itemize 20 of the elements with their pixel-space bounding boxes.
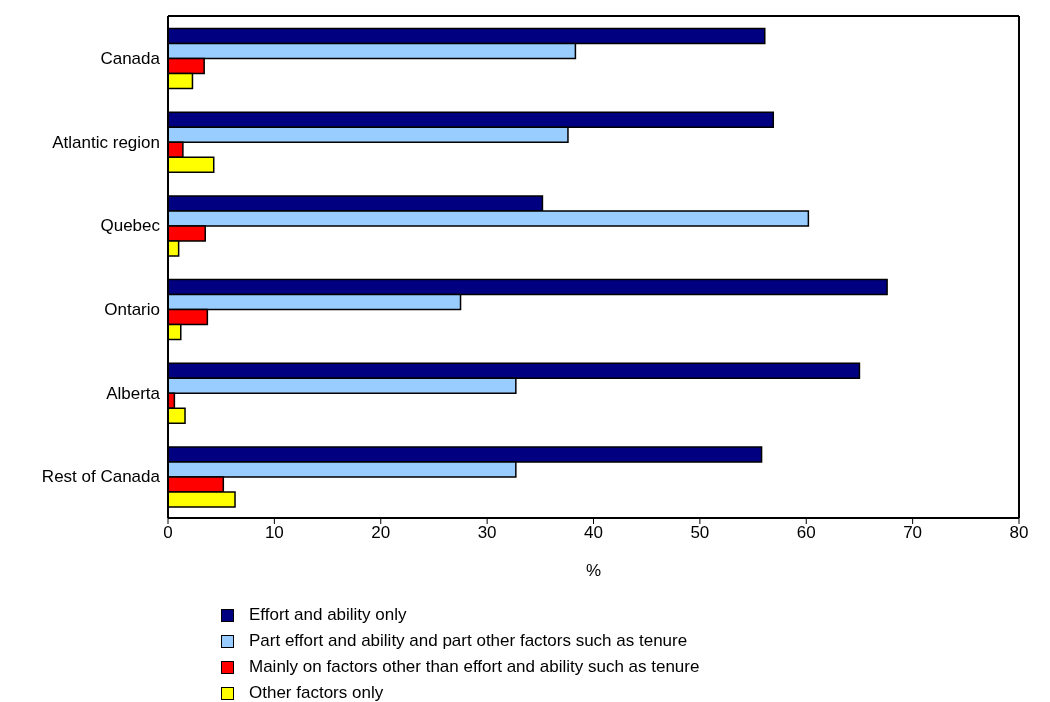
- x-tick-label: 20: [371, 523, 391, 543]
- x-tick-label: 80: [1009, 523, 1029, 543]
- legend-label: Mainly on factors other than effort and ability such as tenure: [249, 656, 700, 678]
- x-tick-label: 70: [903, 523, 923, 543]
- x-tick-label: 50: [690, 523, 710, 543]
- legend-label: Part effort and ability and part other factors such as tenure: [249, 630, 688, 652]
- y-tick-label: Rest of Canada: [41, 467, 161, 487]
- y-tick-label: Ontario: [104, 299, 160, 319]
- x-tick-label: 40: [584, 523, 603, 543]
- legend-label: Other factors only: [249, 682, 384, 702]
- x-tick-label: 0: [163, 523, 173, 543]
- y-tick-label: Alberta: [106, 383, 161, 403]
- y-tick-label: Canada: [100, 48, 161, 68]
- x-tick-label: 30: [477, 523, 497, 543]
- y-tick-label: Atlantic region: [52, 132, 160, 152]
- x-axis-title: %: [585, 561, 602, 580]
- y-tick-label: Quebec: [100, 216, 161, 236]
- x-tick-label: 10: [264, 523, 284, 543]
- x-tick-label: 60: [796, 523, 816, 543]
- legend-label: Effort and ability only: [249, 604, 407, 626]
